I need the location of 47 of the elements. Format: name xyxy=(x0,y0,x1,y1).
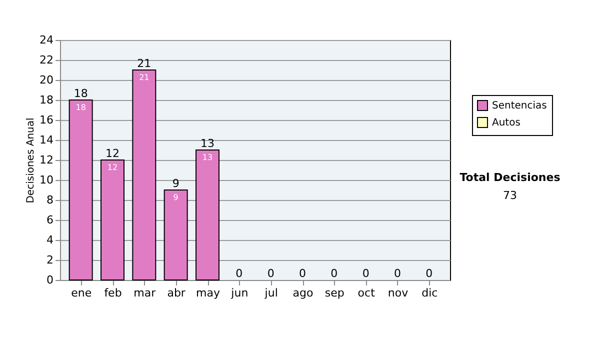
y-axis-title: Decisiones Anual xyxy=(26,118,37,204)
y-tick-label: 0 xyxy=(46,274,54,286)
text: 73 xyxy=(503,189,517,202)
x-tick-label: ago xyxy=(292,286,314,300)
total-label: 18 xyxy=(74,87,88,100)
y-tick-label: 6 xyxy=(46,214,54,226)
total-label: 0 xyxy=(426,267,433,280)
x-tick-label: sep xyxy=(324,286,344,300)
x-tick-label: feb xyxy=(104,286,122,300)
y-tick-label: 8 xyxy=(46,194,54,206)
y-tick-label: 14 xyxy=(40,134,54,146)
total-label: 0 xyxy=(362,267,370,280)
x-tick-label: oct xyxy=(358,286,376,300)
y-tick-label: 10 xyxy=(40,174,54,186)
y-tick-label: 22 xyxy=(40,54,54,66)
total-label: 0 xyxy=(267,267,274,280)
x-tick-label: dic xyxy=(422,286,438,300)
y-tick-label: 24 xyxy=(40,34,54,46)
y-tick-label: 2 xyxy=(46,254,54,266)
data-label: 13 xyxy=(202,153,213,162)
data-label: 12 xyxy=(107,163,118,172)
data-label: 21 xyxy=(139,73,150,82)
total-label: 0 xyxy=(299,267,306,280)
total-label: 13 xyxy=(200,137,214,150)
total-label: 0 xyxy=(394,267,401,280)
x-tick-label: ene xyxy=(71,286,92,300)
total-label: 12 xyxy=(106,147,120,160)
data-label: 18 xyxy=(76,103,86,112)
legend-label: Sentencias xyxy=(492,100,547,112)
y-tick-label: 12 xyxy=(40,154,54,166)
legend-label: Autos xyxy=(492,118,520,128)
total-label: 9 xyxy=(172,177,180,190)
total-label: 0 xyxy=(236,267,243,280)
total-label: 0 xyxy=(330,267,338,280)
x-tick-label: nov xyxy=(388,286,409,300)
x-tick-label: abr xyxy=(167,286,186,300)
data-label: 9 xyxy=(173,193,178,202)
x-tick-label: jul xyxy=(264,286,278,300)
y-tick-label: 16 xyxy=(40,114,54,126)
total-label: 21 xyxy=(137,57,152,70)
x-tick-label: jun xyxy=(230,286,248,300)
y-tick-label: 18 xyxy=(40,94,54,106)
y-tick-label: 20 xyxy=(40,74,54,86)
y-tick-label: 4 xyxy=(46,234,54,246)
x-tick-label: may xyxy=(196,286,220,300)
text: Total Decisiones xyxy=(460,171,561,184)
x-tick-label: mar xyxy=(134,286,156,300)
